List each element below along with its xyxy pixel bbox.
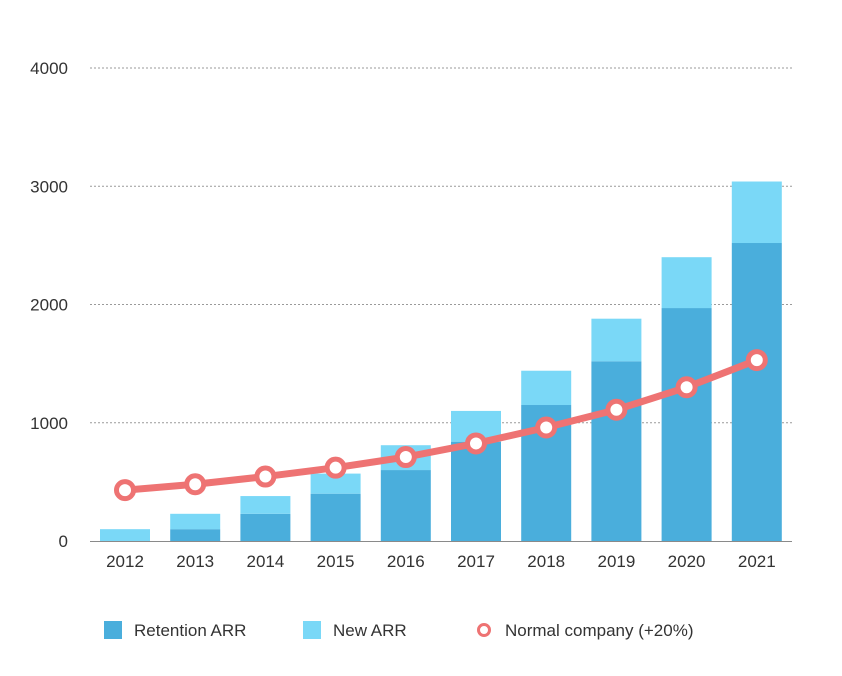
- bar-new-arr-2021: [731, 181, 782, 244]
- bar-retention-arr-2017: [451, 441, 501, 541]
- series-line-normal-company: [121, 356, 761, 494]
- y-tick-label: 0: [59, 532, 68, 551]
- line-point-2014: [254, 465, 277, 488]
- y-tick-label: 2000: [30, 296, 68, 315]
- bar-retention-arr-2015: [310, 493, 361, 541]
- x-tick-label: 2016: [387, 552, 425, 571]
- y-axis-ticks: 0 1000 2000 3000 4000: [30, 59, 68, 551]
- bar-new-arr-2014: [240, 496, 291, 514]
- bar-retention-arr-2021: [731, 243, 782, 541]
- y-tick-label: 4000: [30, 59, 68, 78]
- bars: [100, 181, 782, 541]
- line-point-2018: [535, 416, 558, 439]
- bar-retention-arr-2014: [240, 513, 291, 541]
- legend-swatch-retention-arr: [104, 621, 122, 639]
- legend: Retention ARR New ARR Normal company (+20%…: [104, 621, 694, 640]
- bar-new-arr-2018: [521, 370, 572, 406]
- y-tick-label: 3000: [30, 177, 68, 196]
- bar-new-arr-2015: [310, 473, 361, 494]
- bar-new-arr-2019: [591, 318, 642, 362]
- line-point-2019: [605, 398, 628, 421]
- line-point-2012: [114, 479, 136, 502]
- trend-line: [114, 349, 768, 502]
- y-tick-label: 1000: [30, 414, 68, 433]
- legend-label-normal-company-20: Normal company (+20%): [505, 621, 694, 640]
- line-point-2021: [745, 349, 768, 372]
- x-tick-label: 2013: [176, 552, 214, 571]
- bar-new-arr-2020: [661, 257, 712, 309]
- bar-retention-arr-2013: [170, 529, 221, 541]
- bar-retention-arr-2019: [591, 361, 642, 541]
- x-tick-label: 2021: [738, 552, 776, 571]
- legend-label-retention-arr: Retention ARR: [134, 621, 246, 640]
- bar-retention-arr-2016: [380, 470, 431, 541]
- x-axis-ticks: 2012 2013 2014 2015 2016 2017 2018 2019 2020 2021: [106, 552, 776, 571]
- line-point-2016: [394, 446, 417, 469]
- x-tick-label: 2014: [246, 552, 284, 571]
- x-tick-label: 2017: [457, 552, 495, 571]
- line-point-2020: [675, 376, 698, 399]
- legend-swatch-new-arr: [303, 621, 321, 639]
- x-tick-label: 2018: [527, 552, 565, 571]
- line-point-2013: [184, 473, 207, 496]
- line-point-2017: [465, 432, 487, 455]
- line-point-2015: [324, 456, 347, 479]
- bar-new-arr-2013: [170, 513, 221, 530]
- x-tick-label: 2015: [317, 552, 355, 571]
- bar-new-arr-2012: [100, 529, 150, 541]
- x-tick-label: 2012: [106, 552, 144, 571]
- legend-label-new-arr: New ARR: [333, 621, 407, 640]
- x-tick-label: 2020: [668, 552, 706, 571]
- x-tick-label: 2019: [597, 552, 635, 571]
- legend-swatch-normal-company-20: [477, 623, 491, 637]
- bar-retention-arr-2020: [661, 308, 712, 541]
